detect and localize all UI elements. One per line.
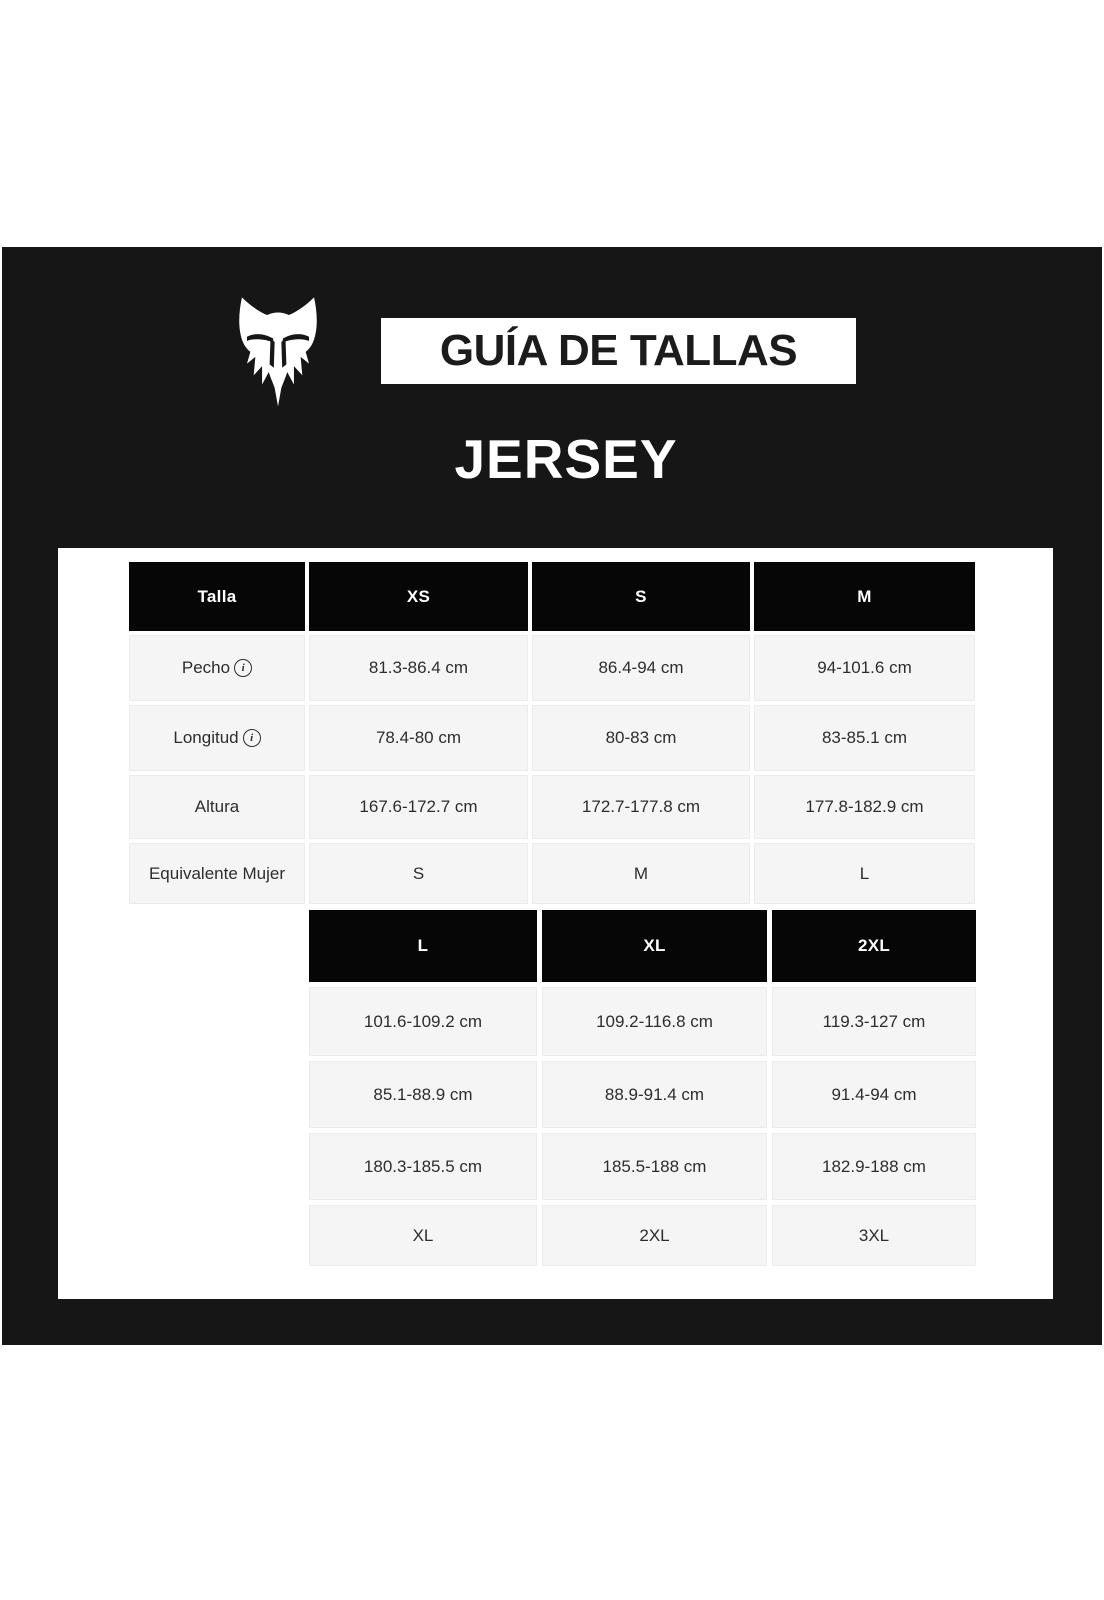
row-label-equivalente-mujer: Equivalente Mujer (129, 843, 305, 904)
table-cell: 86.4-94 cm (532, 635, 750, 701)
table-cell: 182.9-188 cm (772, 1133, 976, 1200)
table-cell: 91.4-94 cm (772, 1061, 976, 1128)
table-cell: 185.5-188 cm (542, 1133, 767, 1200)
column-header-s: S (532, 562, 750, 631)
row-label-text: Longitud (173, 728, 239, 747)
table-cell: 85.1-88.9 cm (309, 1061, 537, 1128)
table-cell: 83-85.1 cm (754, 705, 975, 771)
size-chart-sheet: Talla XS S M Pecho i 81.3-86.4 cm 86.4-9… (58, 548, 1053, 1299)
column-header-xs: XS (309, 562, 528, 631)
column-header-l: L (309, 910, 537, 982)
column-header-xl: XL (542, 910, 767, 982)
table-cell: 167.6-172.7 cm (309, 775, 528, 839)
table-cell: 3XL (772, 1205, 976, 1266)
column-header-talla: Talla (129, 562, 305, 631)
row-label-text: Altura (194, 797, 240, 816)
table-cell: 109.2-116.8 cm (542, 987, 767, 1056)
table-cell: 2XL (542, 1205, 767, 1266)
fox-head-logo-icon (239, 297, 317, 407)
info-icon[interactable]: i (242, 729, 261, 747)
size-guide-title-banner: GUÍA DE TALLAS (381, 318, 856, 384)
row-label-pecho: Pecho i (129, 635, 305, 701)
table-cell: S (309, 843, 528, 904)
table-cell: M (532, 843, 750, 904)
table-cell: 172.7-177.8 cm (532, 775, 750, 839)
table-cell: 80-83 cm (532, 705, 750, 771)
column-header-2xl: 2XL (772, 910, 976, 982)
column-header-m: M (754, 562, 975, 631)
table-cell: L (754, 843, 975, 904)
info-icon[interactable]: i (234, 659, 253, 677)
size-table-upper: Talla XS S M Pecho i 81.3-86.4 cm 86.4-9… (129, 562, 975, 904)
table-cell: XL (309, 1205, 537, 1266)
table-cell: 177.8-182.9 cm (754, 775, 975, 839)
row-label-altura: Altura (129, 775, 305, 839)
product-title: JERSEY (454, 428, 678, 490)
table-cell: 180.3-185.5 cm (309, 1133, 537, 1200)
table-cell: 88.9-91.4 cm (542, 1061, 767, 1128)
size-table-lower: L XL 2XL 101.6-109.2 cm 109.2-116.8 cm 1… (309, 910, 976, 1266)
page-title: GUÍA DE TALLAS (439, 326, 798, 375)
table-cell: 81.3-86.4 cm (309, 635, 528, 701)
table-cell: 101.6-109.2 cm (309, 987, 537, 1056)
row-label-text: Equivalente Mujer (148, 863, 286, 883)
table-cell: 119.3-127 cm (772, 987, 976, 1056)
table-cell: 78.4-80 cm (309, 705, 528, 771)
size-guide-panel: GUÍA DE TALLAS JERSEY Talla XS S M Pecho… (2, 247, 1102, 1345)
row-label-longitud: Longitud i (129, 705, 305, 771)
row-label-text: Pecho (181, 658, 231, 677)
table-cell: 94-101.6 cm (754, 635, 975, 701)
